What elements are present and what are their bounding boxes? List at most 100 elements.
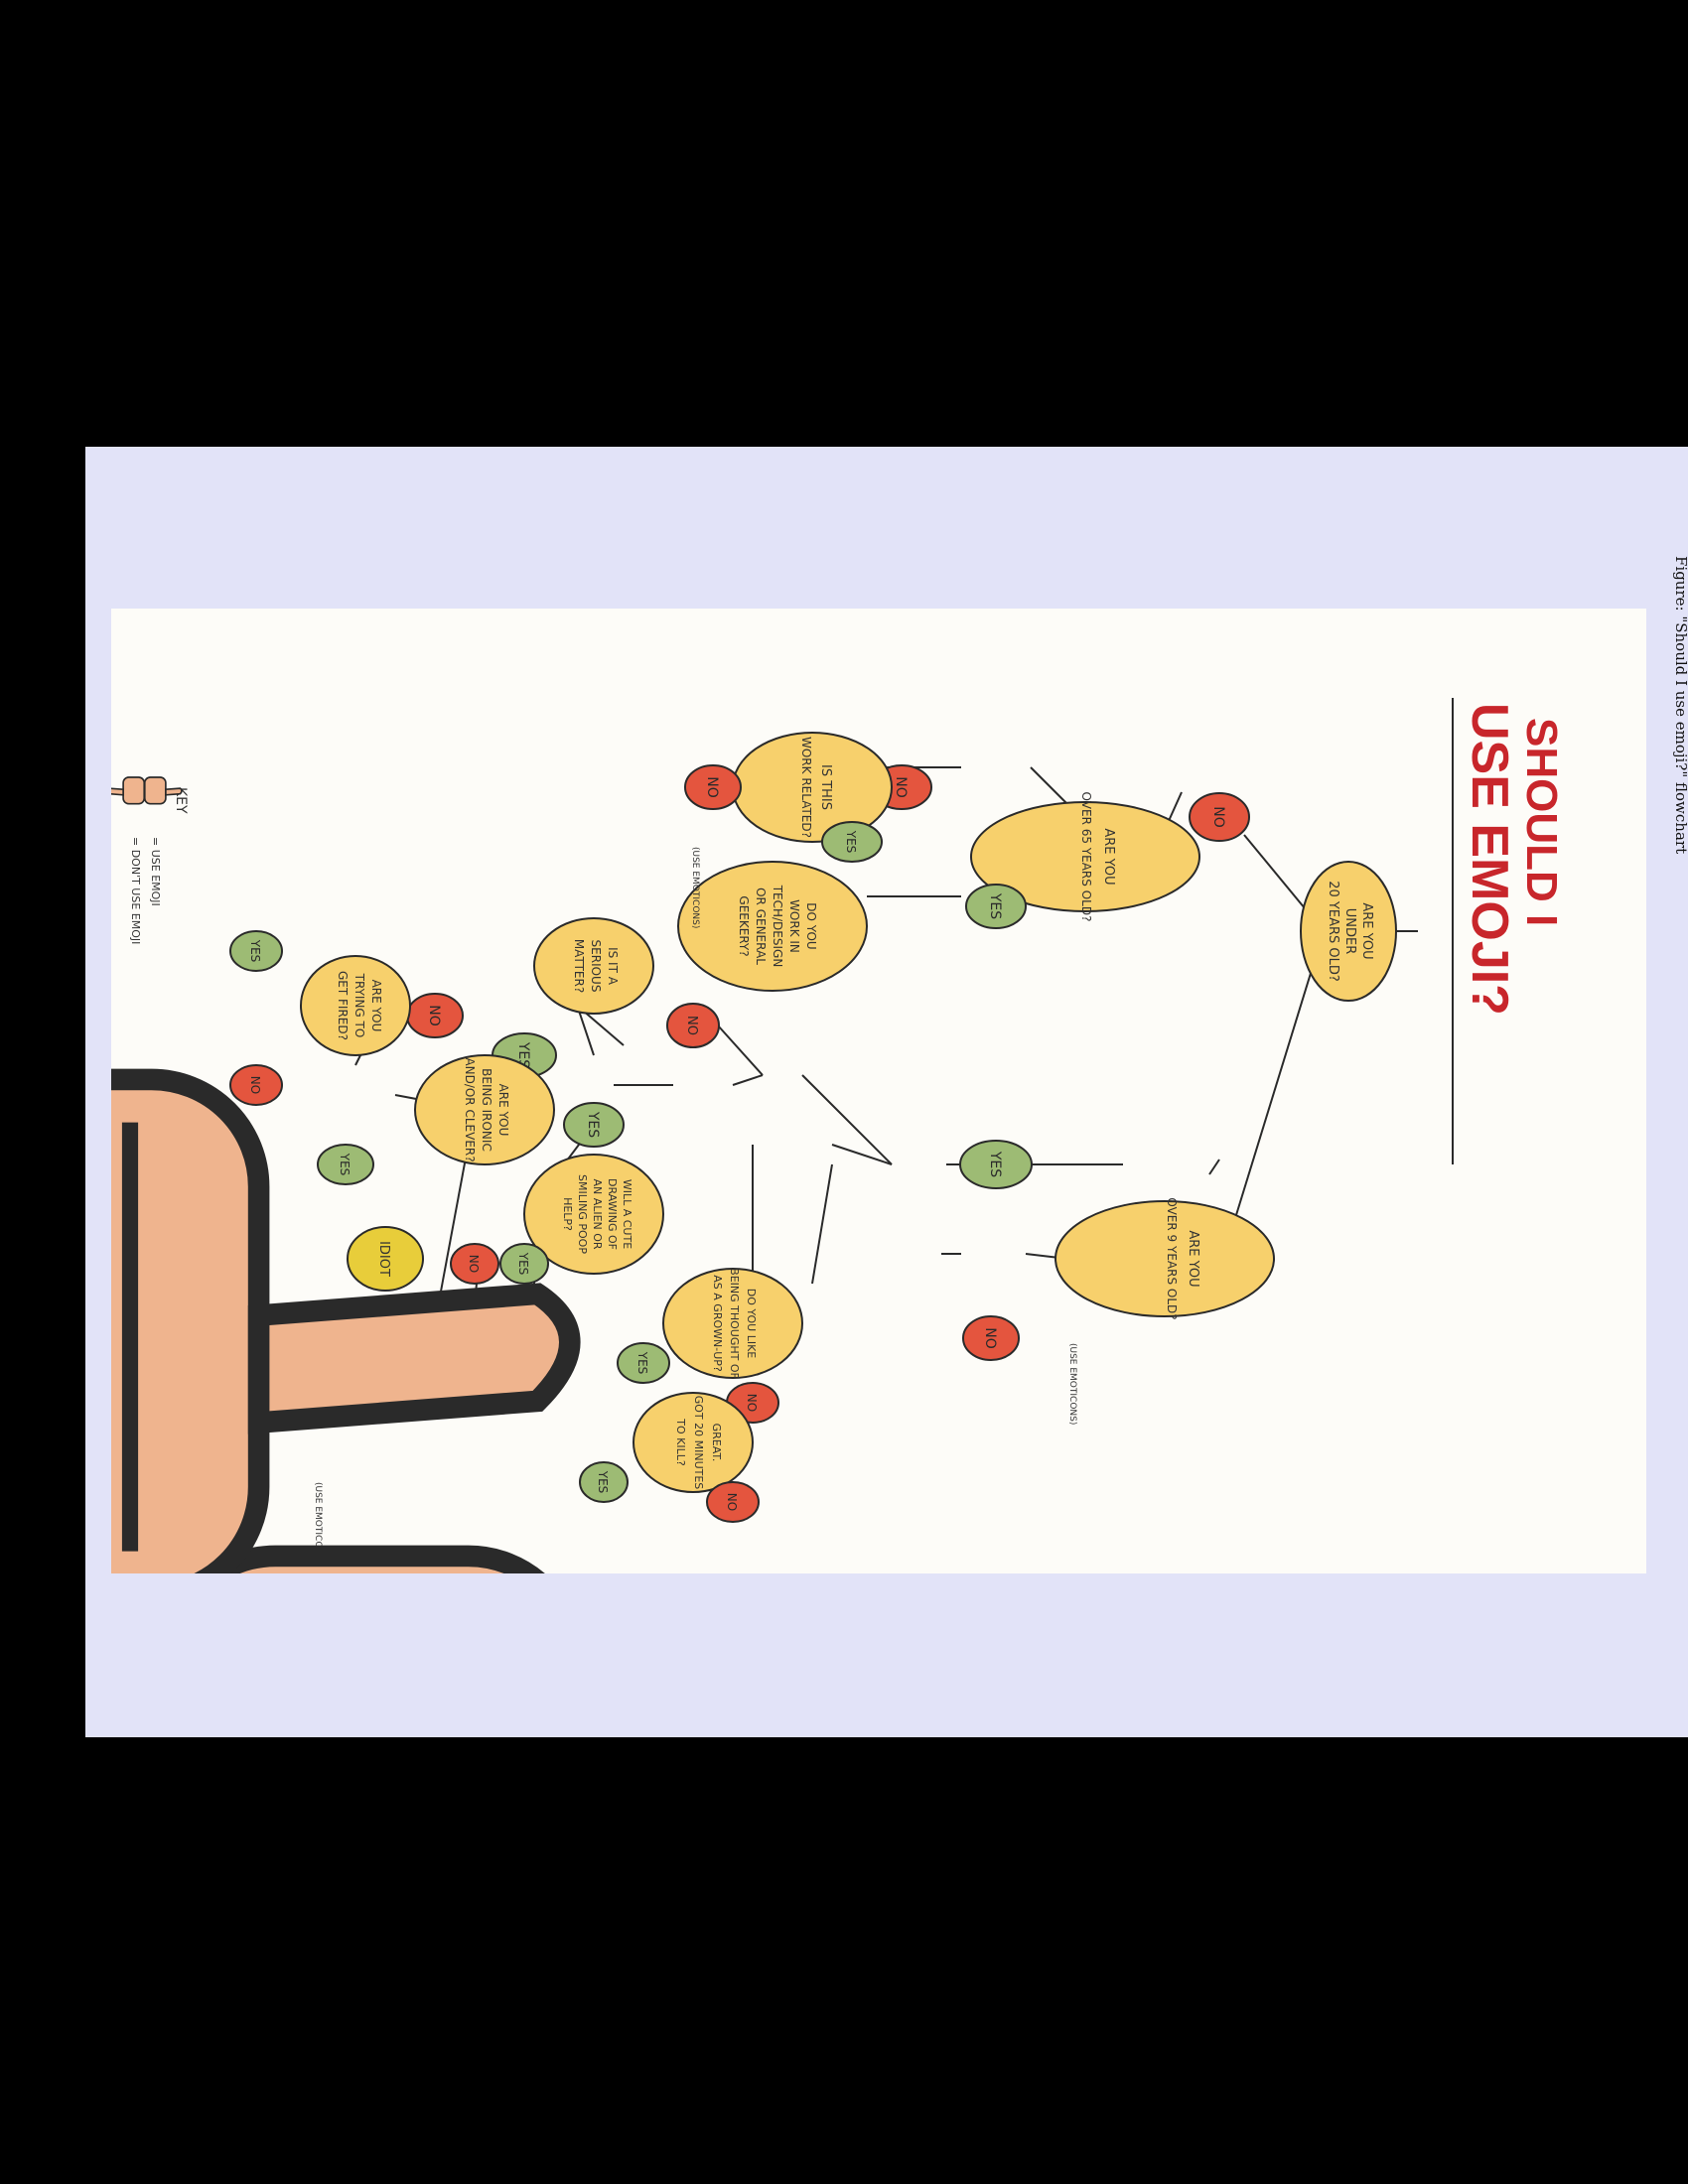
answer-yes-kill: YES: [579, 1461, 629, 1503]
svg-text:AN ALIEN OR: AN ALIEN OR: [591, 1178, 604, 1249]
answer-no-kill: NO: [706, 1481, 760, 1523]
answer-no-over9: NO: [962, 1315, 1020, 1361]
svg-text:AND/OR CLEVER?: AND/OR CLEVER?: [463, 1057, 477, 1161]
answer-yes-serious: YES: [563, 1102, 625, 1148]
svg-text:TO KILL?: TO KILL?: [674, 1418, 687, 1466]
answer-no-alien: NO: [450, 1243, 499, 1285]
svg-text:ARE YOU: ARE YOU: [496, 1084, 510, 1137]
svg-text:NO: NO: [684, 1016, 699, 1035]
svg-text:NO: NO: [704, 776, 720, 798]
svg-text:GREAT.: GREAT.: [710, 1424, 723, 1462]
svg-text:NO: NO: [893, 776, 909, 798]
svg-text:YES: YES: [844, 830, 858, 854]
svg-text:GEEKERY?: GEEKERY?: [737, 895, 751, 956]
svg-text:BEING THOUGHT OF: BEING THOUGHT OF: [728, 1268, 741, 1379]
thumbs-down-icon: [385, 1303, 475, 1393]
svg-text:NO: NO: [745, 1394, 759, 1412]
svg-text:YES: YES: [596, 1470, 610, 1494]
svg-text:WILL A CUTE: WILL A CUTE: [621, 1179, 633, 1249]
thumbs-down-icon: [157, 1363, 1011, 1573]
svg-text:GOT 20 MINUTES: GOT 20 MINUTES: [692, 1396, 705, 1490]
use-emoticons-note: (USE EMOTICONS): [313, 1482, 323, 1564]
flowchart-illustration: SHOULD I USE EMOJI? ARE YOU UNDER 20 YEA…: [111, 609, 1646, 1573]
svg-text:20 YEARS OLD?: 20 YEARS OLD?: [1326, 881, 1340, 982]
title-group: SHOULD I USE EMOJI?: [1452, 698, 1566, 1164]
svg-text:IS THIS: IS THIS: [818, 764, 833, 810]
idiot-badge: IDIOT: [347, 1226, 424, 1292]
question-over-65: ARE YOU OVER 65 YEARS OLD?: [970, 792, 1200, 922]
svg-text:NO: NO: [725, 1493, 739, 1511]
key-thumbs-down-label: = DON'T USE EMOJI: [129, 837, 142, 944]
svg-text:IS IT A: IS IT A: [606, 947, 620, 986]
svg-text:DRAWING OF: DRAWING OF: [606, 1178, 619, 1250]
svg-text:TRYING TO: TRYING TO: [352, 973, 366, 1038]
svg-text:YES: YES: [516, 1252, 530, 1276]
svg-text:YES: YES: [248, 939, 262, 963]
answer-yes-alien: YES: [499, 1243, 549, 1285]
answer-no-serious: NO: [666, 1003, 720, 1048]
svg-text:SERIOUS: SERIOUS: [589, 940, 603, 993]
flowchart-canvas: SHOULD I USE EMOJI? ARE YOU UNDER 20 YEA…: [111, 609, 1646, 1573]
question-ironic-clever: ARE YOU BEING IRONIC AND/OR CLEVER?: [414, 1054, 555, 1165]
question-tech-design: DO YOU WORK IN TECH/DESIGN OR GENERAL GE…: [677, 861, 868, 992]
legend-key: KEY = USE EMOJI = DON'T USE EMOJI: [129, 787, 189, 944]
question-serious-matter: IS IT A SERIOUS MATTER?: [533, 917, 654, 1015]
svg-text:GET FIRED?: GET FIRED?: [336, 971, 350, 1040]
question-under-20: ARE YOU UNDER 20 YEARS OLD?: [1300, 861, 1397, 1002]
answer-yes-fired: YES: [229, 930, 283, 972]
question-over-9: ARE YOU OVER 9 YEARS OLD?: [1055, 1197, 1275, 1320]
svg-text:DO YOU: DO YOU: [804, 902, 818, 949]
title-line1: SHOULD I: [1517, 718, 1566, 926]
svg-text:NO: NO: [982, 1327, 998, 1349]
svg-text:ARE YOU: ARE YOU: [369, 980, 383, 1032]
answer-yes-over9: YES: [959, 1140, 1033, 1189]
answer-no-work: NO: [684, 764, 742, 810]
question-kill-time: GREAT. GOT 20 MINUTES TO KILL?: [633, 1392, 754, 1493]
svg-text:YES: YES: [987, 1151, 1003, 1177]
svg-text:SMILING POOP: SMILING POOP: [576, 1174, 589, 1254]
svg-text:WORK IN: WORK IN: [787, 899, 801, 953]
svg-text:YES: YES: [635, 1351, 649, 1375]
answer-yes-over65: YES: [965, 884, 1027, 929]
svg-text:YES: YES: [987, 892, 1003, 919]
svg-text:NO: NO: [467, 1255, 481, 1273]
question-work-related: IS THIS WORK RELATED?: [732, 732, 893, 843]
use-emoticons-note: (USE EMOTICONS): [1067, 1343, 1077, 1425]
title-line2: USE EMOJI?: [1461, 703, 1518, 1016]
svg-text:ARE YOU: ARE YOU: [1101, 828, 1116, 885]
use-emoticons-note: (USE EMOTICONS): [690, 847, 700, 928]
question-alien-poop: WILL A CUTE DRAWING OF AN ALIEN OR SMILI…: [523, 1154, 664, 1275]
svg-text:YES: YES: [585, 1111, 601, 1138]
svg-text:TECH/DESIGN: TECH/DESIGN: [771, 885, 784, 968]
svg-text:DO YOU LIKE: DO YOU LIKE: [745, 1289, 758, 1359]
answer-no-fired: NO: [229, 1064, 283, 1106]
key-thumbs-up-label: = USE EMOJI: [149, 837, 162, 906]
key-thumbs-down-icon: [111, 767, 152, 817]
svg-text:BEING IRONIC: BEING IRONIC: [480, 1068, 493, 1152]
question-grown-up: DO YOU LIKE BEING THOUGHT OF AS A GROWN-…: [662, 1268, 803, 1379]
svg-text:AS A GROWN-UP?: AS A GROWN-UP?: [711, 1275, 724, 1372]
question-trying-fired: ARE YOU TRYING TO GET FIRED?: [300, 955, 411, 1056]
svg-text:OVER 9 YEARS OLD?: OVER 9 YEARS OLD?: [1165, 1197, 1179, 1319]
thumbs-up-icon: [137, 906, 226, 996]
thumbs-up-icon: [111, 887, 951, 1573]
svg-text:IDIOT: IDIOT: [376, 1241, 391, 1277]
svg-text:OR GENERAL: OR GENERAL: [754, 887, 768, 965]
svg-text:UNDER: UNDER: [1342, 908, 1357, 955]
svg-text:OVER 65 YEARS OLD?: OVER 65 YEARS OLD?: [1079, 792, 1093, 922]
side-caption: Figure: "Should I use emoji?" flowchart: [1672, 556, 1688, 855]
svg-text:NO: NO: [1210, 806, 1226, 828]
answer-no-under20: NO: [1189, 792, 1250, 842]
svg-text:ARE YOU: ARE YOU: [1186, 1230, 1200, 1287]
svg-text:NO: NO: [248, 1076, 262, 1094]
answer-yes-grownup: YES: [617, 1342, 670, 1384]
svg-text:WORK RELATED?: WORK RELATED?: [799, 737, 813, 838]
answer-yes-ironic: YES: [317, 1144, 374, 1185]
svg-text:HELP?: HELP?: [561, 1197, 574, 1231]
answer-yes-work: YES: [821, 821, 883, 863]
svg-text:ARE YOU: ARE YOU: [1359, 902, 1374, 959]
svg-text:YES: YES: [338, 1153, 352, 1176]
svg-text:MATTER?: MATTER?: [572, 939, 586, 993]
thumbs-down-icon: [266, 1065, 355, 1155]
svg-text:NO: NO: [426, 1005, 442, 1026]
